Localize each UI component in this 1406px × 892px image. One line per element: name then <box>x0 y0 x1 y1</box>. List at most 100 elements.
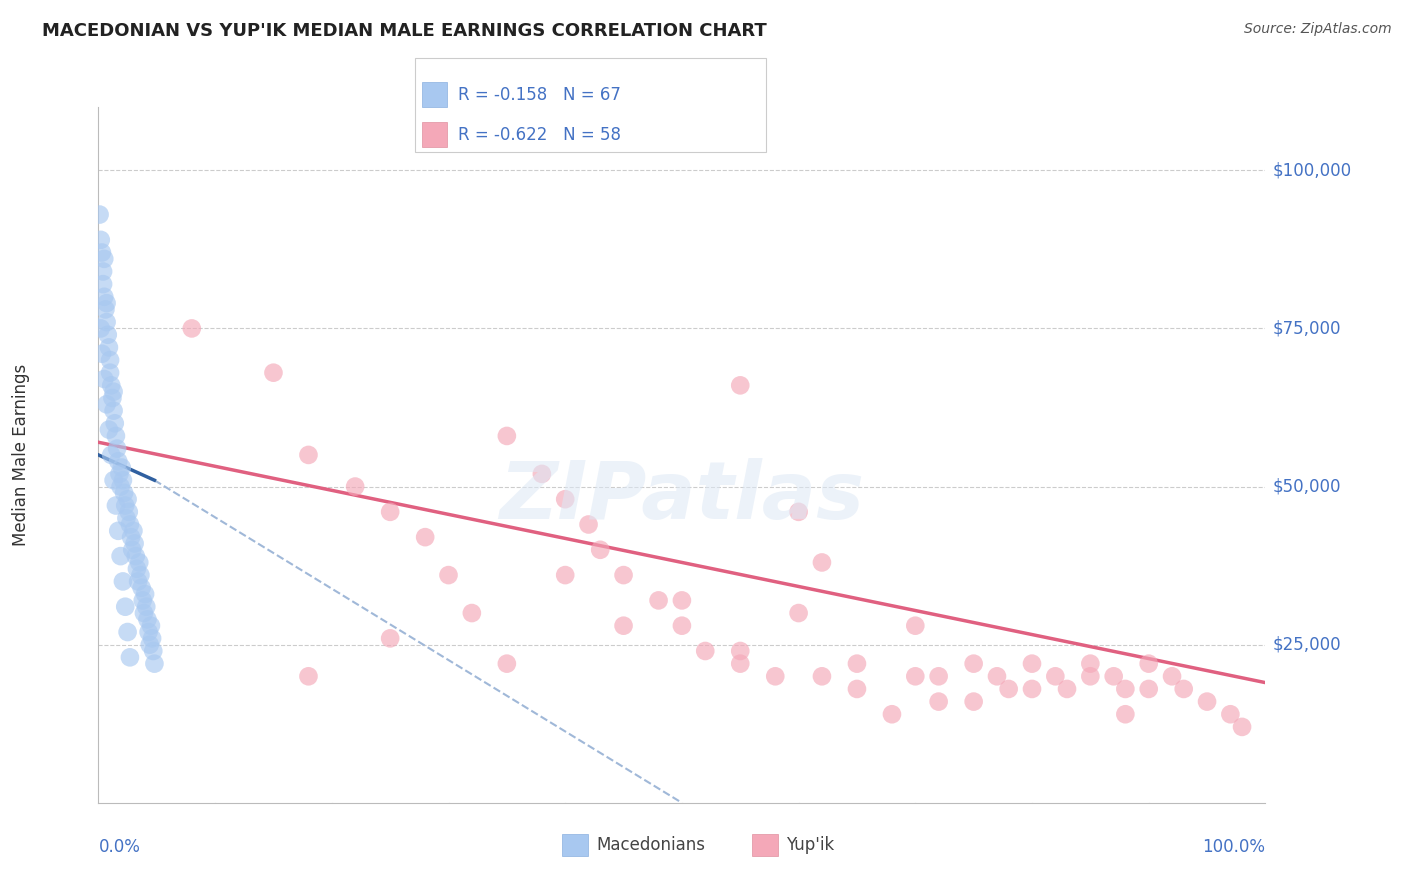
Text: ZIPatlas: ZIPatlas <box>499 458 865 536</box>
Point <box>135 599 157 614</box>
Point <box>98 353 121 368</box>
Point <box>1195 695 1218 709</box>
Point <box>120 530 142 544</box>
Point <box>554 568 576 582</box>
Point <box>554 492 576 507</box>
Point <box>128 556 150 570</box>
Text: R = -0.622   N = 58: R = -0.622 N = 58 <box>458 126 621 144</box>
Point <box>97 423 120 437</box>
Point <box>125 562 148 576</box>
Point <box>695 644 717 658</box>
Point <box>962 657 984 671</box>
Point <box>134 587 156 601</box>
Point <box>111 574 134 589</box>
Text: 0.0%: 0.0% <box>98 838 141 856</box>
Point <box>91 264 114 278</box>
Point <box>811 669 834 683</box>
Text: Source: ZipAtlas.com: Source: ZipAtlas.com <box>1244 22 1392 37</box>
Point <box>344 479 367 493</box>
Point <box>136 612 159 626</box>
Point <box>129 568 152 582</box>
Point <box>103 384 125 399</box>
Point <box>132 606 155 620</box>
Point <box>787 606 810 620</box>
Point <box>112 486 135 500</box>
Point <box>904 669 927 683</box>
Point <box>110 549 132 563</box>
Point <box>105 442 128 456</box>
Point <box>180 321 202 335</box>
Point <box>1080 657 1102 671</box>
Point <box>763 669 786 683</box>
Point <box>1021 657 1043 671</box>
Point <box>90 233 112 247</box>
Text: Yup'ik: Yup'ik <box>786 836 834 855</box>
Point <box>671 618 693 632</box>
Point <box>1219 707 1241 722</box>
Point <box>141 632 163 646</box>
Text: Macedonians: Macedonians <box>596 836 706 855</box>
Point <box>107 454 129 468</box>
Point <box>413 530 436 544</box>
Point <box>132 593 155 607</box>
Point <box>108 467 131 481</box>
Point <box>143 657 166 671</box>
Point <box>845 657 868 671</box>
Point <box>111 473 134 487</box>
Point <box>91 277 114 292</box>
Point <box>115 511 138 525</box>
Point <box>1021 681 1043 696</box>
Point <box>1230 720 1253 734</box>
Point <box>730 644 752 658</box>
Point <box>125 549 148 563</box>
Point <box>495 429 517 443</box>
Point <box>378 505 402 519</box>
Point <box>142 644 165 658</box>
Point <box>103 403 125 417</box>
Point <box>787 505 810 519</box>
Point <box>93 290 115 304</box>
Point <box>100 378 122 392</box>
Point <box>100 448 122 462</box>
Point <box>589 542 612 557</box>
Point <box>1102 669 1125 683</box>
Point <box>1173 681 1195 696</box>
Point <box>1137 657 1160 671</box>
Point <box>97 327 120 342</box>
Point <box>928 695 950 709</box>
Point <box>118 650 141 665</box>
Point <box>118 517 141 532</box>
Point <box>730 378 752 392</box>
Point <box>139 638 162 652</box>
Point <box>90 347 112 361</box>
Point <box>110 479 132 493</box>
Text: $25,000: $25,000 <box>1272 636 1341 654</box>
Point <box>928 669 950 683</box>
Point <box>962 695 984 709</box>
Point <box>986 669 1008 683</box>
Point <box>117 625 139 640</box>
Point <box>89 208 111 222</box>
Point <box>461 606 484 620</box>
Point <box>297 669 319 683</box>
Point <box>97 340 120 354</box>
Text: $50,000: $50,000 <box>1272 477 1341 496</box>
Point <box>104 429 127 443</box>
Point <box>98 366 121 380</box>
Text: R = -0.158   N = 67: R = -0.158 N = 67 <box>458 86 621 103</box>
Point <box>671 593 693 607</box>
Point <box>1056 681 1078 696</box>
Point <box>93 372 115 386</box>
Point <box>117 492 139 507</box>
Point <box>904 618 927 632</box>
Text: Median Male Earnings: Median Male Earnings <box>13 364 30 546</box>
Point <box>139 618 162 632</box>
Point <box>997 681 1019 696</box>
Point <box>845 681 868 696</box>
Point <box>122 524 145 538</box>
Point <box>90 245 112 260</box>
Text: $100,000: $100,000 <box>1272 161 1351 179</box>
Point <box>1114 681 1136 696</box>
Point <box>104 417 127 431</box>
Point <box>114 499 136 513</box>
